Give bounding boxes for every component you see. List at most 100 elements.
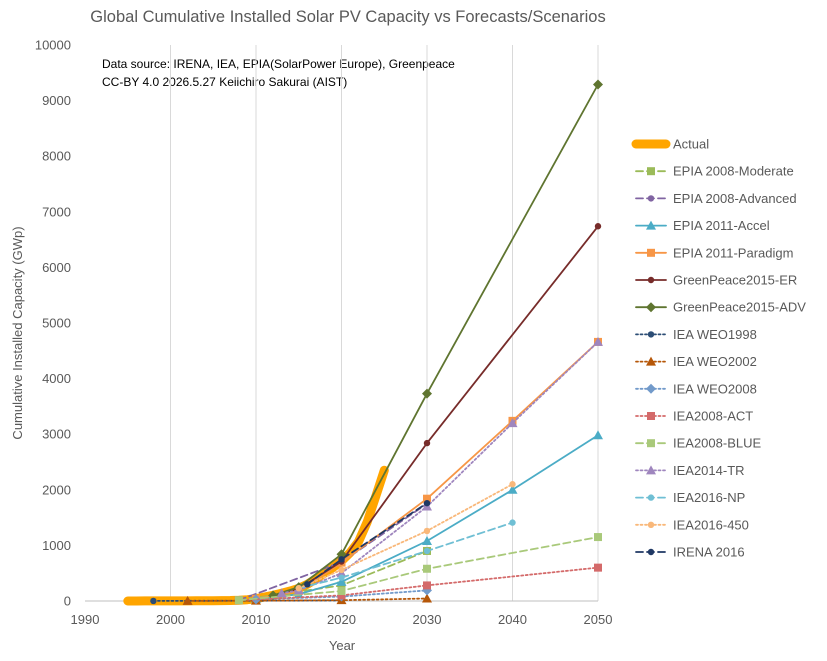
legend-label: IEA WEO2002 (673, 354, 757, 369)
legend-label: IEA2008-BLUE (673, 436, 761, 451)
chart-title: Global Cumulative Installed Solar PV Cap… (90, 8, 605, 26)
data-point (593, 430, 603, 440)
legend-label: IEA2016-NP (673, 490, 745, 505)
x-tick-label: 2010 (242, 612, 271, 627)
legend-marker (647, 494, 655, 501)
data-point (593, 79, 603, 90)
legend-label: GreenPeace2015-ADV (673, 300, 806, 315)
series-line (237, 566, 599, 602)
legend-label: IEA WEO2008 (673, 381, 757, 396)
legend-item: EPIA 2008-Advanced (635, 191, 797, 206)
data-point (276, 588, 287, 598)
series-layer (123, 79, 603, 606)
legend-marker (647, 412, 655, 420)
legend-marker (647, 167, 655, 176)
series-iea2016-np (295, 519, 516, 592)
data-point (423, 499, 431, 507)
data-point (234, 596, 243, 605)
legend-marker (646, 302, 656, 313)
series-iea2008-blue (234, 533, 602, 605)
data-point (422, 593, 432, 603)
legend-label: IEA WEO1998 (673, 327, 757, 342)
data-point (593, 336, 603, 346)
legend-marker (647, 331, 655, 338)
legend-marker (646, 220, 656, 230)
legend-label: IEA2008-ACT (673, 409, 753, 424)
series-line (272, 225, 599, 597)
series-line (297, 483, 514, 590)
legend-item: IEA WEO2002 (635, 354, 757, 369)
data-point (150, 597, 157, 605)
data-point (423, 547, 431, 555)
legend-item: IEA2016-NP (635, 490, 745, 505)
legend-marker (647, 276, 655, 284)
data-point (423, 564, 431, 573)
y-tick-label: 3000 (42, 427, 71, 442)
series-line (280, 340, 599, 595)
legend: Actual EPIA 2008-Moderate EPIA 2008-Advanc… (631, 137, 806, 560)
legend-item: EPIA 2011-Paradigm (635, 245, 793, 260)
legend-marker (647, 248, 655, 257)
x-tick-label: 2020 (327, 612, 356, 627)
x-tick-label: 2000 (156, 612, 185, 627)
y-tick-label: 6000 (42, 260, 71, 275)
legend-label: Actual (673, 137, 709, 152)
series-line (237, 536, 599, 602)
x-axis-label: Year (329, 638, 356, 653)
y-axis-label: Cumulative Installed Capacity (GWp) (10, 226, 25, 439)
legend-label: IRENA 2016 (673, 545, 745, 560)
series-line (306, 502, 428, 586)
series-greenpeace2015-adv (268, 79, 603, 601)
grid-lines (170, 45, 599, 601)
y-tick-label: 8000 (42, 149, 71, 164)
data-point (422, 388, 432, 399)
data-point (423, 494, 431, 503)
annotation-line-2: CC-BY 4.0 2026.5.27 Keiichiro Sakurai (A… (102, 75, 347, 89)
data-point (337, 586, 346, 595)
legend-marker (647, 195, 655, 202)
legend-marker (646, 465, 656, 475)
data-point (338, 566, 345, 574)
legend-item: Actual (631, 137, 709, 152)
data-point (509, 519, 516, 526)
data-point (509, 481, 516, 488)
data-point (594, 563, 602, 572)
data-point (304, 581, 311, 588)
legend-label: GreenPeace2015-ER (673, 273, 797, 288)
series-line (186, 597, 428, 602)
y-tick-label: 0 (64, 594, 71, 609)
legend-item: IEA2008-ACT (635, 409, 753, 424)
data-point (338, 556, 345, 563)
series-greenpeace2015-er (269, 223, 602, 599)
data-point (594, 533, 602, 542)
legend-label: IEA2016-450 (673, 517, 749, 532)
legend-item: IEA WEO1998 (635, 327, 757, 342)
x-tick-label: 2030 (413, 612, 442, 627)
data-point (423, 581, 431, 590)
legend-marker (646, 383, 656, 394)
x-tick-label: 2040 (498, 612, 527, 627)
legend-item: IEA WEO2008 (635, 381, 757, 396)
y-tick-label: 10000 (35, 38, 71, 53)
data-point (295, 585, 302, 592)
legend-item: EPIA 2011-Accel (635, 218, 770, 233)
legend-label: IEA2014-TR (673, 463, 745, 478)
legend-item: GreenPeace2015-ER (635, 273, 797, 288)
series-irena-2016 (304, 499, 431, 588)
y-tick-label: 2000 (42, 482, 71, 497)
series-line (272, 83, 599, 597)
x-tick-label: 1990 (71, 612, 100, 627)
x-tick-label: 2050 (584, 612, 613, 627)
legend-item: IEA2016-450 (635, 517, 749, 532)
y-tick-label: 1000 (42, 538, 71, 553)
legend-item: EPIA 2008-Moderate (635, 164, 794, 179)
data-point (422, 535, 432, 545)
legend-item: IEA2008-BLUE (635, 436, 761, 451)
y-tick-label: 4000 (42, 371, 71, 386)
legend-marker (646, 356, 656, 366)
y-tick-label: 5000 (42, 316, 71, 331)
data-point (423, 439, 431, 447)
y-tick-label: 7000 (42, 204, 71, 219)
